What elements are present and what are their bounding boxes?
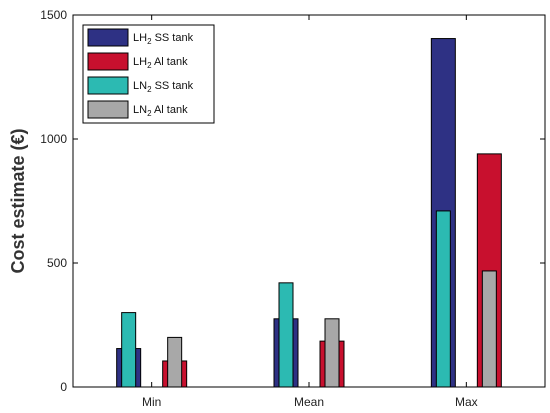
y-axis-label: Cost estimate (€) — [8, 128, 28, 273]
y-tick-label: 0 — [60, 380, 67, 394]
bar-ln2-ss-tank-min — [121, 312, 137, 388]
legend-label: LH2 SS tank — [133, 32, 194, 46]
axes-layer: 0 500 1000 1500 Min Mean Max — [40, 8, 546, 409]
x-tick-label-min: Min — [142, 395, 161, 409]
y-tick-label: 1000 — [40, 132, 67, 146]
x-tick-label-mean: Mean — [294, 395, 324, 409]
legend-label: LN2 SS tank — [133, 80, 194, 94]
bars-layer — [116, 38, 502, 388]
x-tick-label-max: Max — [455, 395, 478, 409]
bar-ln2-al-tank-mean — [324, 318, 340, 388]
legend-label: LH2 Al tank — [133, 56, 188, 70]
bar-ln2-ss-tank-max — [435, 210, 451, 388]
legend-swatch — [87, 100, 129, 119]
bar-ln2-ss-tank-mean — [278, 282, 294, 388]
y-tick-label: 500 — [47, 256, 67, 270]
legend: LH2 SS tank LH2 Al tank LN2 SS tank LN2 Al … — [82, 24, 215, 124]
legend-label: LN2 Al tank — [133, 104, 188, 118]
legend-swatch — [87, 52, 129, 71]
bar-ln2-al-tank-max — [481, 270, 497, 388]
bar-ln2-al-tank-min — [167, 336, 183, 388]
y-tick-label: 1500 — [40, 8, 67, 22]
legend-swatch — [87, 76, 129, 95]
legend-swatch — [87, 28, 129, 47]
